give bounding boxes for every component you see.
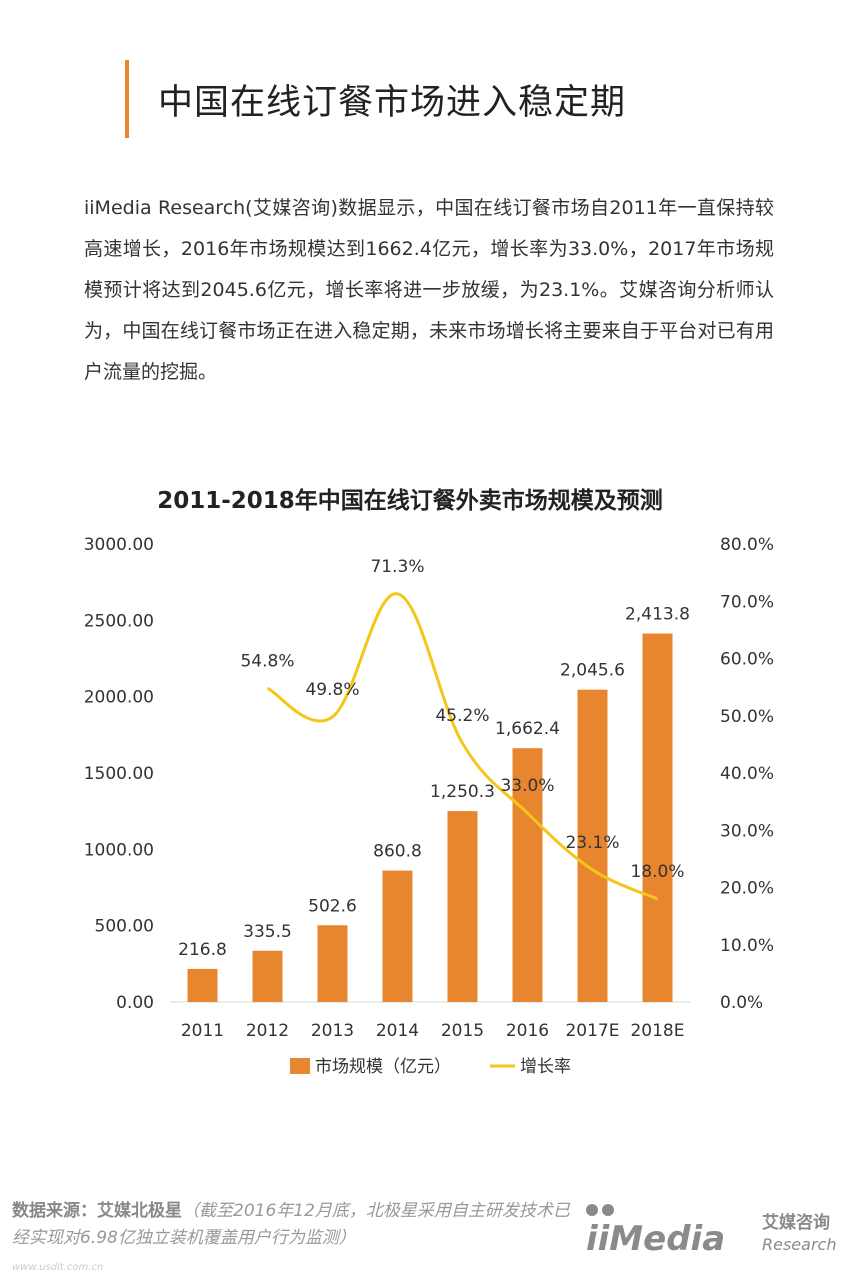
bar-series — [187, 633, 673, 1002]
left-axis-tick-label: 2000.00 — [84, 688, 154, 708]
legend-line-label: 增长率 — [520, 1057, 571, 1077]
x-axis-label: 2012 — [246, 1021, 289, 1041]
rate-label-2012: 54.8% — [240, 651, 294, 671]
x-axis-label: 2018E — [630, 1021, 684, 1041]
source-note: （截至2016年12月底，北极星采用自主研发技术已经实现对6.98亿独立装机覆盖… — [12, 1201, 570, 1248]
growth-rate-labels: 54.8% 49.8% 71.3% 45.2% 33.0% 23.1% 18.0% — [240, 557, 684, 882]
bar-2013 — [317, 925, 348, 1002]
bar-2016 — [512, 748, 543, 1002]
bar-data-labels: 216.8 335.5 502.6 860.8 1,250.3 1,662.4 2,045.… — [178, 604, 690, 959]
bar-label-2013: 502.6 — [308, 896, 357, 916]
bar-2014 — [382, 870, 413, 1002]
chart-container: 2011-2018年中国在线订餐外卖市场规模及预测 0.00 500.00 1000… — [0, 470, 853, 1110]
right-axis-tick-label: 70.0% — [720, 592, 774, 612]
bar-label-2012: 335.5 — [243, 922, 292, 942]
title-accent-bar — [125, 60, 129, 138]
chart-legend: 市场规模（亿元） 增长率 — [290, 1057, 571, 1077]
bar-label-2014: 860.8 — [373, 842, 422, 862]
rate-label-2014: 71.3% — [370, 557, 424, 577]
logo-en-name: Research — [762, 1235, 836, 1254]
x-axis-label: 2017E — [565, 1021, 619, 1041]
left-axis-tick-label: 1500.00 — [84, 764, 154, 784]
bar-label-2018E: 2,413.8 — [625, 604, 690, 624]
right-axis-tick-label: 50.0% — [720, 707, 774, 727]
bar-2012 — [252, 950, 283, 1002]
right-axis-tick-label: 60.0% — [720, 650, 774, 670]
source-footer: 数据来源：艾媒北极星（截至2016年12月底，北极星采用自主研发技术已经实现对6… — [12, 1198, 582, 1252]
footer-url: www.usdit.com.cn — [12, 1262, 104, 1273]
left-axis-tick-label: 0.00 — [116, 993, 154, 1013]
legend-bar-label: 市场规模（亿元） — [315, 1057, 451, 1077]
rate-label-2016: 33.0% — [500, 776, 554, 796]
x-axis-label: 2015 — [441, 1021, 484, 1041]
bar-2017E — [577, 689, 608, 1002]
x-axis-label: 2013 — [311, 1021, 354, 1041]
bar-label-2016: 1,662.4 — [495, 719, 560, 739]
rate-label-2018E: 18.0% — [630, 862, 684, 882]
right-axis-ticks: 0.0% 10.0% 20.0% 30.0% 40.0% 50.0% 60.0% 70.0% 8… — [720, 535, 774, 1013]
logo-wordmark: iiMedia — [586, 1219, 725, 1259]
bar-label-2011: 216.8 — [178, 940, 227, 960]
imedia-logo: iiMedia 艾媒咨询 Research — [586, 1204, 836, 1259]
right-axis-tick-label: 0.0% — [720, 993, 763, 1013]
x-axis-label: 2016 — [506, 1021, 549, 1041]
legend-bar-swatch — [290, 1058, 310, 1074]
market-size-chart: 2011-2018年中国在线订餐外卖市场规模及预测 0.00 500.00 1000… — [84, 487, 774, 1077]
right-axis-tick-label: 40.0% — [720, 764, 774, 784]
bar-2018E — [642, 633, 673, 1002]
right-axis-tick-label: 20.0% — [720, 879, 774, 899]
bar-2015 — [447, 811, 478, 1002]
rate-label-2015: 45.2% — [435, 706, 489, 726]
page-title: 中国在线订餐市场进入稳定期 — [158, 83, 627, 123]
intro-paragraph: iiMedia Research(艾媒咨询)数据显示，中国在线订餐市场自2011… — [84, 197, 774, 383]
logo-cn-name: 艾媒咨询 — [762, 1212, 830, 1233]
rate-label-2017E: 23.1% — [565, 833, 619, 853]
left-axis-tick-label: 1000.00 — [84, 840, 154, 860]
right-axis-tick-label: 10.0% — [720, 936, 774, 956]
left-axis-tick-label: 2500.00 — [84, 611, 154, 631]
growth-rate-line — [266, 592, 659, 901]
chart-title: 2011-2018年中国在线订餐外卖市场规模及预测 — [157, 487, 663, 514]
source-label: 数据来源：艾媒北极星 — [12, 1201, 182, 1221]
left-axis-ticks: 0.00 500.00 1000.00 1500.00 2000.00 2500.00 30… — [84, 535, 154, 1013]
bar-label-2015: 1,250.3 — [430, 782, 495, 802]
bar-label-2017E: 2,045.6 — [560, 661, 625, 681]
x-axis-label: 2014 — [376, 1021, 419, 1041]
logo-dots-icon — [586, 1204, 614, 1216]
left-axis-tick-label: 500.00 — [95, 917, 154, 937]
x-axis-label: 2011 — [181, 1021, 224, 1041]
right-axis-tick-label: 30.0% — [720, 821, 774, 841]
right-axis-tick-label: 80.0% — [720, 535, 774, 555]
rate-label-2013: 49.8% — [305, 680, 359, 700]
left-axis-tick-label: 3000.00 — [84, 535, 154, 555]
x-axis-labels: 2011 2012 2013 2014 2015 2016 2017E 2018E — [181, 1021, 685, 1041]
bar-2011 — [187, 968, 218, 1002]
